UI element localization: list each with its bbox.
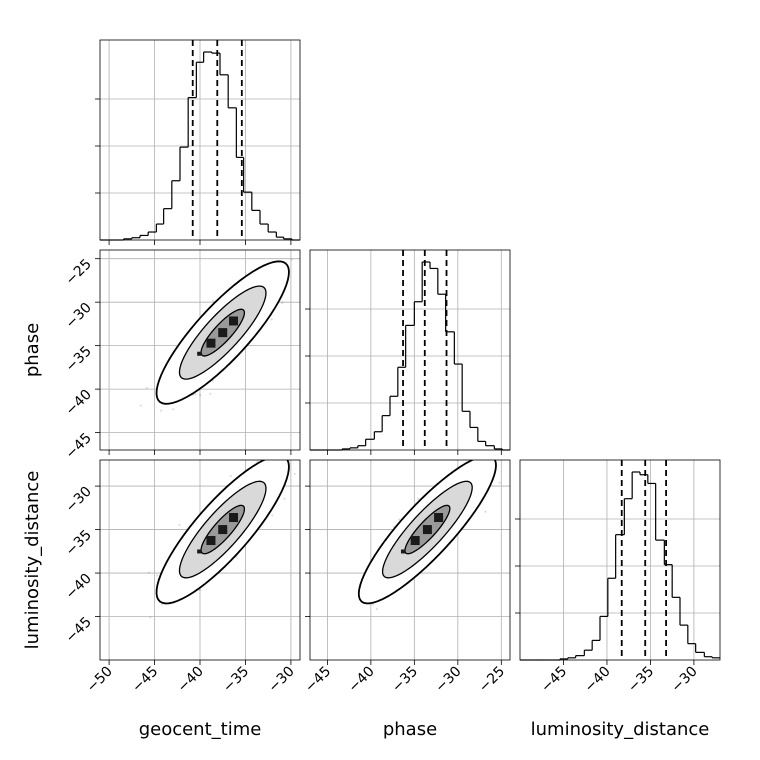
sample-point <box>160 603 163 606</box>
x-tick-label: −35 <box>389 664 421 696</box>
x-tick-label: −40 <box>175 664 207 696</box>
x-tick-label: −30 <box>432 664 464 696</box>
y-tick-label: −25 <box>63 256 95 288</box>
density-core <box>218 525 228 535</box>
joint-frame-0-2 <box>99 459 301 661</box>
sample-point <box>193 393 197 396</box>
density-core <box>229 316 239 326</box>
sample-point <box>172 408 175 411</box>
joint-frame-0-1 <box>99 249 301 451</box>
sample-point <box>498 481 501 484</box>
y-axis-label-luminosity-distance: luminosity_distance <box>22 471 43 650</box>
histogram-panel-phase <box>309 249 511 451</box>
density-core <box>206 338 216 348</box>
density-core <box>229 513 239 523</box>
density-core <box>400 549 405 554</box>
histogram-panel-luminosity-distance <box>519 459 721 661</box>
sample-point <box>270 318 273 321</box>
sample-point <box>484 510 487 513</box>
x-tick-label: −45 <box>302 664 334 696</box>
y-tick-label: −35 <box>63 343 95 375</box>
y-tick-label: −35 <box>63 527 95 559</box>
sample-point <box>199 393 202 397</box>
sample-point <box>145 386 148 389</box>
x-axis-label-geocent-time: geocent_time <box>139 719 262 740</box>
x-tick-label: −45 <box>538 664 570 696</box>
x-tick-label: −40 <box>582 664 614 696</box>
x-tick-label: −25 <box>476 664 508 696</box>
x-tick-label: −35 <box>220 664 252 696</box>
histogram-panel-geocent-time <box>99 39 301 241</box>
sample-point <box>480 453 482 455</box>
x-tick-label: −30 <box>266 664 298 696</box>
y-tick-label: −40 <box>63 571 95 603</box>
joint-frame-1-2 <box>309 459 511 661</box>
joint-panel-geocent-time-phase <box>139 258 293 412</box>
sample-point <box>198 588 201 592</box>
sample-point <box>149 616 152 619</box>
density-core <box>218 328 228 338</box>
sample-point <box>159 409 163 412</box>
y-axis-label-phase: phase <box>22 323 43 377</box>
sample-point <box>371 603 374 606</box>
y-tick-label: −30 <box>63 300 95 332</box>
x-tick-label: −35 <box>625 664 657 696</box>
density-core <box>197 351 202 356</box>
joint-panel-geocent-time-luminosity-distance <box>147 460 296 619</box>
sample-point <box>178 523 181 526</box>
y-tick-label: −45 <box>63 430 95 462</box>
y-tick-label: −45 <box>63 614 95 646</box>
density-core <box>422 525 432 535</box>
sample-point <box>271 514 274 517</box>
sample-point <box>375 608 378 611</box>
x-axis-label-phase: phase <box>383 719 437 740</box>
sample-point <box>283 497 286 500</box>
sample-point <box>139 404 142 407</box>
sample-point <box>209 392 212 395</box>
density-core <box>434 513 444 523</box>
sample-point <box>155 574 159 577</box>
density-core <box>197 549 202 554</box>
sample-point <box>290 258 293 261</box>
y-tick-label: −40 <box>63 387 95 419</box>
x-tick-label: −40 <box>345 664 377 696</box>
sample-point <box>147 571 151 574</box>
joint-panel-phase-luminosity-distance <box>357 449 525 611</box>
corner-panels: −45 −40 −35 −30−45−40−35−30−25−50 −45 −40 −35−… <box>63 39 721 696</box>
density-core <box>410 536 420 546</box>
x-tick-label: −50 <box>84 664 116 696</box>
sample-point <box>523 449 525 451</box>
sample-point <box>416 497 420 500</box>
sample-point <box>212 299 215 302</box>
sample-point <box>281 301 284 304</box>
x-axis-label-luminosity-distance: luminosity_distance <box>531 719 710 740</box>
x-tick-label: −45 <box>129 664 161 696</box>
sample-point <box>293 472 296 476</box>
sample-point <box>398 518 401 521</box>
x-tick-label: −30 <box>669 664 701 696</box>
density-core <box>206 536 216 546</box>
y-tick-label: −30 <box>63 484 95 516</box>
sample-point <box>229 474 232 478</box>
